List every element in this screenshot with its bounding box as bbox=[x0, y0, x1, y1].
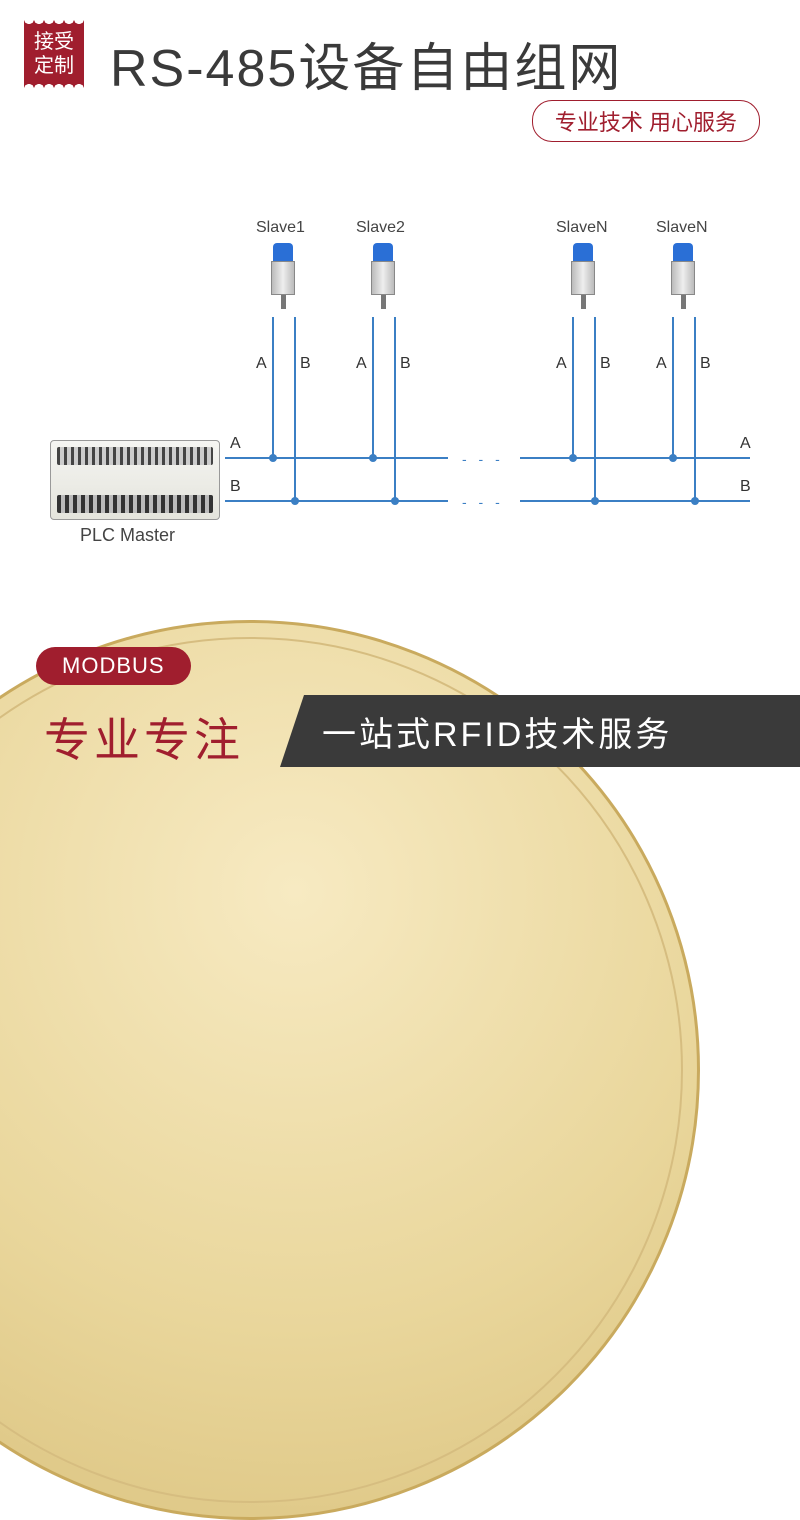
junction-dot bbox=[669, 454, 677, 462]
network-diagram: PLC Master A B A B - - - - - - Slave1ABS… bbox=[50, 225, 750, 575]
drop-wire-a bbox=[272, 317, 274, 457]
footer-big-text: 专业专注 bbox=[44, 704, 244, 770]
drop-a-label: A bbox=[356, 355, 367, 373]
slave-label: Slave2 bbox=[356, 219, 405, 237]
badge-line2: 定制 bbox=[34, 54, 74, 78]
page-title: RS-485设备自由组网 bbox=[110, 26, 622, 101]
slave-label: SlaveN bbox=[656, 219, 708, 237]
slave-sensor bbox=[269, 243, 297, 313]
drop-b-label: B bbox=[700, 355, 711, 373]
junction-dot bbox=[391, 497, 399, 505]
junction-dot bbox=[569, 454, 577, 462]
drop-wire-b bbox=[294, 317, 296, 500]
bus-b-right-label: B bbox=[740, 478, 751, 496]
plc-master-label: PLC Master bbox=[80, 525, 175, 546]
junction-dot bbox=[269, 454, 277, 462]
bus-b-left-label: B bbox=[230, 478, 241, 496]
junction-dot bbox=[691, 497, 699, 505]
drop-a-label: A bbox=[656, 355, 667, 373]
slave-label: Slave1 bbox=[256, 219, 305, 237]
subtitle-pill: 专业技术 用心服务 bbox=[532, 100, 760, 142]
drop-wire-b bbox=[394, 317, 396, 500]
bus-ellipsis-a: - - - bbox=[462, 451, 504, 467]
bus-ellipsis-b: - - - bbox=[462, 494, 504, 510]
slave-sensor bbox=[669, 243, 697, 313]
plc-master-device bbox=[50, 440, 220, 520]
drop-wire-a bbox=[572, 317, 574, 457]
bus-a-seg1 bbox=[225, 457, 448, 459]
drop-a-label: A bbox=[256, 355, 267, 373]
slave-sensor bbox=[569, 243, 597, 313]
drop-b-label: B bbox=[400, 355, 411, 373]
drop-b-label: B bbox=[600, 355, 611, 373]
junction-dot bbox=[591, 497, 599, 505]
drop-b-label: B bbox=[300, 355, 311, 373]
junction-dot bbox=[369, 454, 377, 462]
footer-banner: 一站式RFID技术服务 bbox=[280, 695, 800, 767]
bus-a-right-label: A bbox=[740, 435, 751, 453]
drop-wire-b bbox=[594, 317, 596, 500]
bus-a-left-label: A bbox=[230, 435, 241, 453]
slave-sensor bbox=[369, 243, 397, 313]
slave-label: SlaveN bbox=[556, 219, 608, 237]
custom-badge: 接受 定制 bbox=[24, 24, 84, 84]
bus-b-seg2 bbox=[520, 500, 750, 502]
junction-dot bbox=[291, 497, 299, 505]
drop-wire-b bbox=[694, 317, 696, 500]
drop-wire-a bbox=[372, 317, 374, 457]
drop-a-label: A bbox=[556, 355, 567, 373]
modbus-pill: MODBUS bbox=[36, 647, 191, 685]
bus-b-seg1 bbox=[225, 500, 448, 502]
drop-wire-a bbox=[672, 317, 674, 457]
badge-line1: 接受 bbox=[34, 30, 74, 54]
bus-a-seg2 bbox=[520, 457, 750, 459]
